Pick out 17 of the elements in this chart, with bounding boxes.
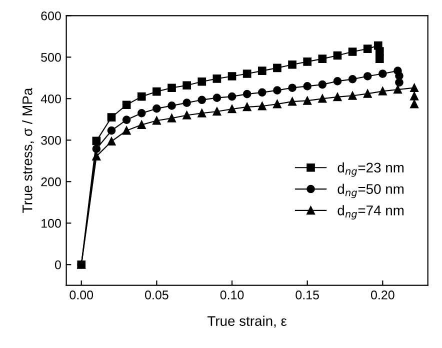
y-tick-label: 300 xyxy=(41,136,61,145)
y-tick-label: 400 xyxy=(40,94,61,104)
y-tick-label: 500 xyxy=(41,52,61,62)
x-axis-title: True strain, ε xyxy=(208,316,287,328)
y-tick-label: 100 xyxy=(42,218,61,228)
y-axis-title: True stress, σ / MPa xyxy=(22,88,34,213)
x-tick-label: 0.10 xyxy=(220,290,244,300)
x-tick-label: 0.05 xyxy=(145,290,168,300)
y-tick-label: 600 xyxy=(41,11,61,20)
x-tick-label: 0.20 xyxy=(370,290,394,300)
x-tick-label: 0.15 xyxy=(296,290,319,300)
x-tick-label: 0.00 xyxy=(70,290,94,300)
legend-label: d$_{ng}$=74 nm xyxy=(338,205,404,220)
y-tick-label: 0 xyxy=(54,260,61,270)
legend-label: d$_{ng}$=23 nm xyxy=(338,162,404,177)
y-tick-label: 200 xyxy=(41,177,61,186)
legend-label: d$_{ng}$=50 nm xyxy=(338,184,404,198)
